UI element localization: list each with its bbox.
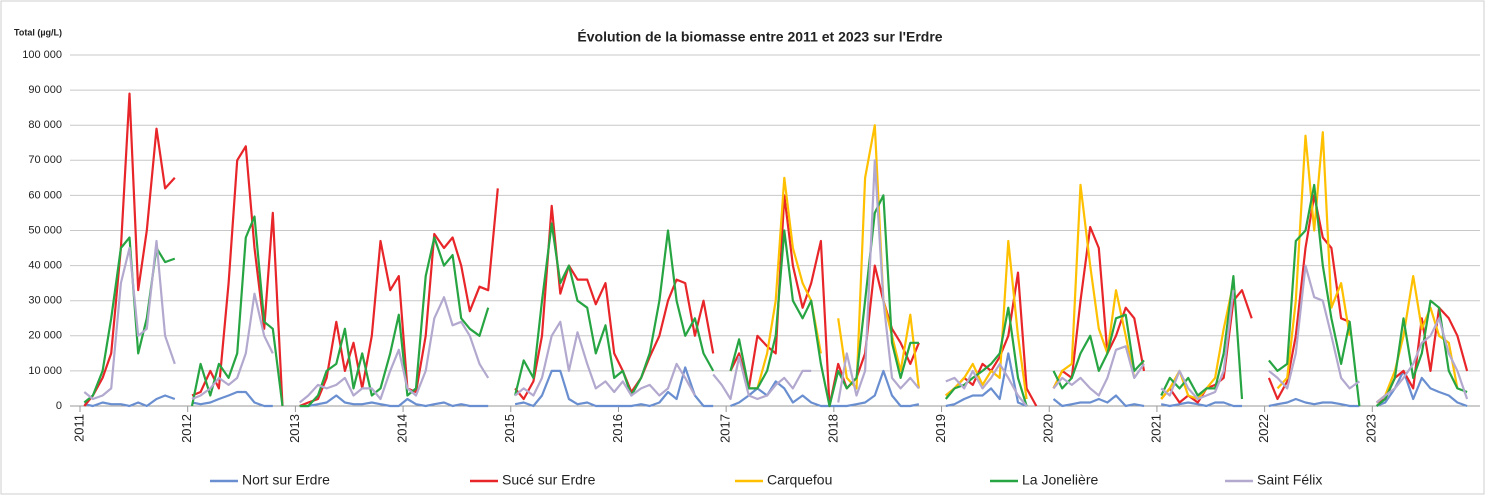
x-tick-label: 2016 — [610, 414, 625, 443]
legend-label: Sucé sur Erdre — [502, 472, 596, 488]
x-tick-label: 2012 — [179, 414, 194, 443]
x-tick-label: 2023 — [1364, 414, 1379, 443]
series-line — [83, 159, 1469, 407]
x-tick-label: 2014 — [395, 414, 410, 443]
x-tick-label: 2013 — [287, 414, 302, 443]
y-tick-label: 40 000 — [28, 260, 62, 272]
y-tick-label: 90 000 — [28, 84, 62, 96]
y-tick-label: 70 000 — [28, 154, 62, 166]
y-tick-label: 80 000 — [28, 119, 62, 131]
legend-label: Carquefou — [767, 472, 832, 488]
legend-label: Nort sur Erdre — [242, 472, 330, 488]
y-axis-label: Total (µg/L) — [14, 27, 62, 37]
series-line — [83, 183, 1468, 408]
x-tick-label: 2018 — [825, 414, 840, 443]
x-tick-label: 2011 — [71, 414, 86, 442]
y-tick-label: 100 000 — [22, 49, 62, 61]
x-tick-label: 2019 — [933, 414, 948, 443]
x-tick-label: 2020 — [1041, 414, 1056, 443]
y-tick-label: 50 000 — [28, 224, 62, 236]
y-tick-label: 30 000 — [28, 295, 62, 307]
legend-label: Saint Félix — [1257, 472, 1322, 488]
y-tick-label: 20 000 — [28, 330, 62, 342]
y-tick-label: 60 000 — [28, 189, 62, 201]
x-tick-label: 2021 — [1148, 414, 1163, 443]
y-tick-label: 10 000 — [28, 365, 62, 377]
legend-label: La Jonelière — [1022, 472, 1098, 488]
x-tick-label: 2015 — [502, 414, 517, 443]
x-tick-label: 2022 — [1256, 414, 1271, 443]
y-tick-label: 0 — [56, 400, 62, 412]
chart-title: Évolution de la biomasse entre 2011 et 2… — [577, 29, 942, 45]
series-line — [84, 352, 1468, 408]
x-tick-label: 2017 — [718, 414, 733, 443]
